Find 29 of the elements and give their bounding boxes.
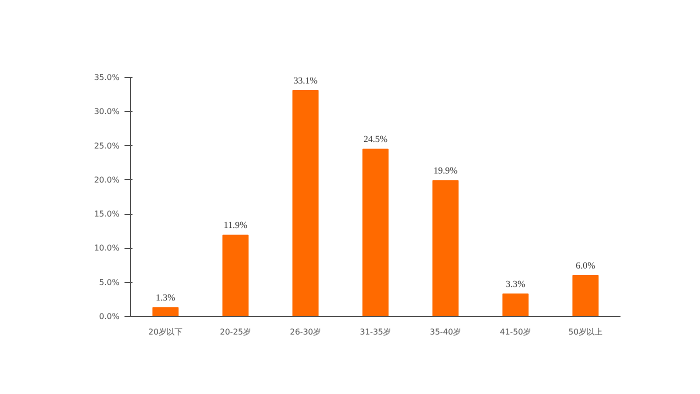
data-label: 3.3% — [506, 280, 526, 290]
y-tick-label: 20.0% — [94, 175, 120, 184]
data-label: 1.3% — [156, 294, 176, 304]
bar — [362, 148, 389, 316]
y-tick-label: 10.0% — [94, 244, 120, 253]
data-label: 6.0% — [576, 262, 596, 272]
x-tick-label: 20-25岁 — [220, 328, 252, 336]
bar — [152, 307, 179, 316]
x-tick-label: 35-40岁 — [430, 328, 462, 336]
x-tick-label: 26-30岁 — [290, 328, 322, 336]
y-tick-label: 25.0% — [94, 141, 120, 150]
x-tick-label: 20岁以下 — [148, 328, 183, 336]
x-tick-label: 31-35岁 — [360, 328, 392, 336]
bar — [502, 293, 529, 316]
data-label: 24.5% — [363, 135, 388, 146]
y-tick-label: 15.0% — [94, 210, 120, 219]
x-tick-label: 41-50岁 — [500, 328, 532, 336]
bar — [572, 275, 599, 316]
data-label: 11.9% — [224, 221, 248, 232]
bar — [432, 180, 459, 316]
y-tick-label: 35.0% — [94, 73, 120, 82]
x-tick-label: 50岁以上 — [568, 328, 603, 336]
data-label: 19.9% — [433, 166, 458, 177]
bar — [292, 90, 319, 316]
data-label: 33.1% — [293, 76, 318, 86]
y-tick-label: 30.0% — [94, 107, 120, 116]
y-tick-label: 5.0% — [99, 278, 120, 287]
y-tick-label: 0.0% — [99, 312, 120, 321]
bar — [222, 234, 249, 316]
